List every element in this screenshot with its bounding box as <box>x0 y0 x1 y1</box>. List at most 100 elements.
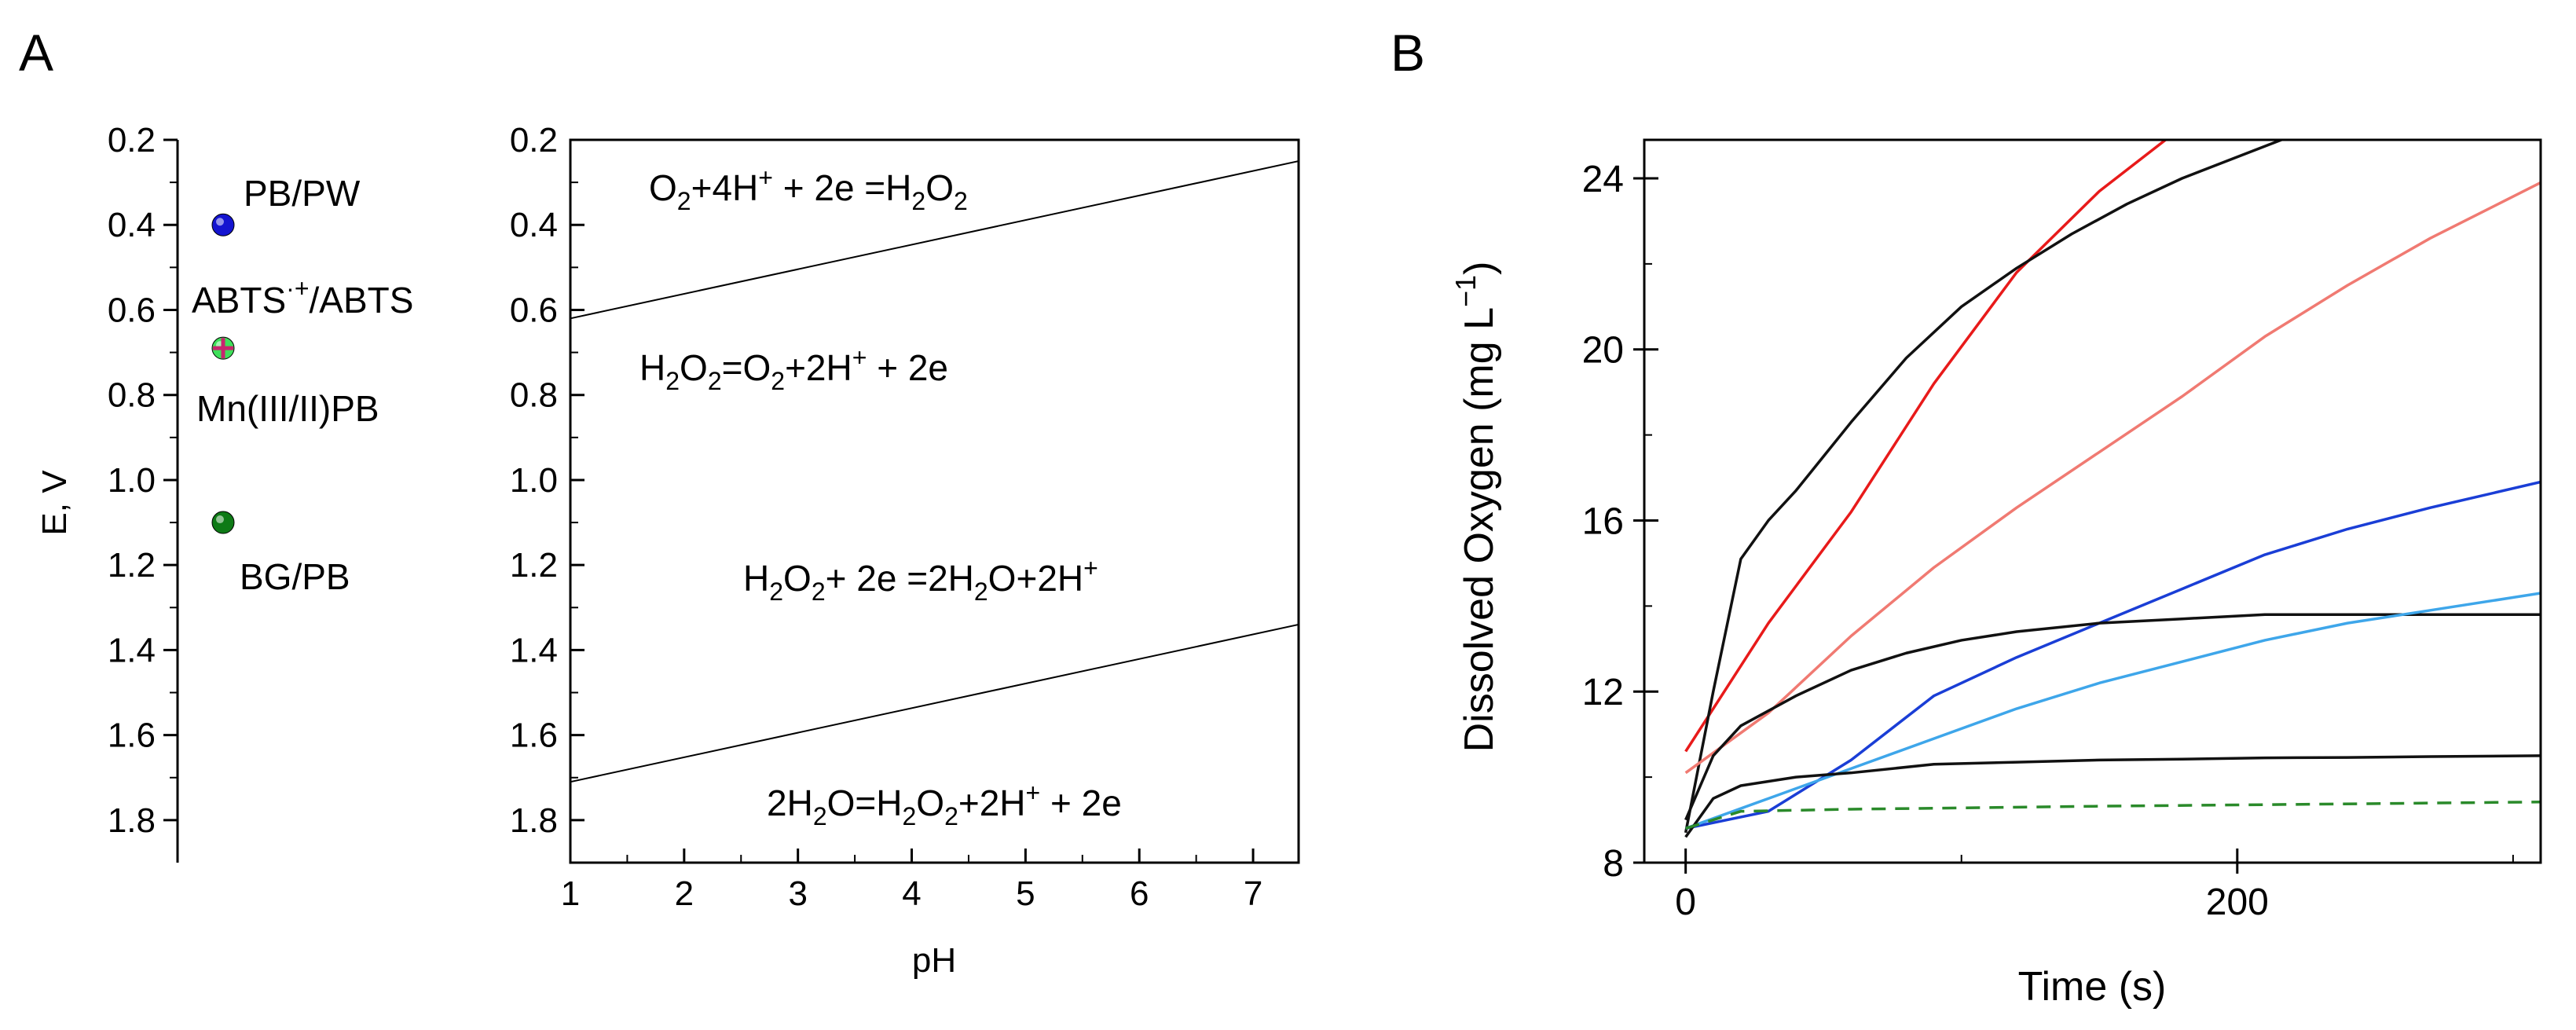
reaction-r3: H2O2+ 2e =2H2O+2H+ <box>743 554 1098 606</box>
abts-sup: ·+ <box>286 274 309 302</box>
formula-part: + <box>758 163 773 192</box>
y-tick-label: 1.6 <box>510 717 558 755</box>
oxygen-series <box>1684 140 2541 838</box>
y-tick-label: 0.2 <box>510 121 558 159</box>
reaction-r2: H2O2=O2+2H+ + 2e <box>639 343 948 395</box>
y-tick-label: 0.4 <box>510 206 558 244</box>
series-black-low <box>1684 754 2541 838</box>
formula-part: 2 <box>974 577 988 606</box>
x-tick-label: 7 <box>1244 874 1262 913</box>
series-light-blue <box>1685 592 2541 830</box>
x-tick-label: 3 <box>788 874 807 913</box>
y-tick-label: 1.0 <box>510 461 558 500</box>
b-y-tick-label: 16 <box>1582 500 1624 542</box>
x-axis-label-time: Time (s) <box>2018 964 2167 1010</box>
y-tick-label: 0.6 <box>510 291 558 329</box>
left-tick-label: 0.6 <box>108 291 156 329</box>
ylabel-main: Dissolved Oxygen (mg L <box>1457 307 1502 752</box>
formula-part: 2 <box>771 367 785 395</box>
series-group <box>1684 140 2541 838</box>
formula-part: O <box>680 347 708 388</box>
formula-part: + <box>852 343 867 372</box>
abts-tail: /ABTS <box>310 280 414 321</box>
x-tick-label: 5 <box>1016 874 1035 913</box>
formula-part: H <box>639 347 665 388</box>
y-tick-label: 1.4 <box>510 631 558 669</box>
point-label-pb-pw: PB/PW <box>244 173 361 214</box>
panel-label-a: A <box>19 24 53 82</box>
panel-b-ticks: 0 200 8 12 16 20 24 <box>1582 159 2514 923</box>
formula-part: 2 <box>911 187 925 215</box>
left-tick-label: 1.2 <box>108 546 156 585</box>
formula-part: + 2e <box>867 347 948 388</box>
x-axis-label-ph: pH <box>912 941 956 980</box>
x-tick-label: 6 <box>1130 874 1149 913</box>
panel-b-plot: 0 200 8 12 16 20 24 Time (s) Dissolved Oxygen … <box>1449 138 2542 1010</box>
formula-part: +2H <box>958 783 1026 823</box>
y-tick-label: 1.8 <box>510 801 558 840</box>
point-label-bg-pb: BG/PB <box>240 556 350 597</box>
ylabel-sup: −1 <box>1449 275 1482 307</box>
x-tick-label: 1 <box>561 874 580 913</box>
formula-part: O+2H <box>988 558 1083 599</box>
formula-part: + 2e <box>1040 783 1122 823</box>
formula-part: O <box>783 558 812 599</box>
formula-part: +4H <box>691 167 759 208</box>
formula-part: + <box>1026 779 1041 807</box>
formula-part: + <box>1083 554 1098 582</box>
formula-part: O <box>925 167 954 208</box>
point-label-abts: ABTS·+/ABTS <box>192 274 413 321</box>
marker-bg-pb <box>211 511 235 534</box>
formula-part: =O <box>722 347 771 388</box>
panel-label-b: B <box>1391 24 1425 82</box>
line-o2-h2o2 <box>570 160 1299 320</box>
formula-part: 2 <box>665 367 680 395</box>
series-salmon <box>1684 181 2541 775</box>
y-tick-label: 1.2 <box>510 546 558 585</box>
reaction-r4: 2H2O=H2O2+2H+ + 2e <box>767 779 1122 830</box>
abts-main: ABTS <box>192 280 286 321</box>
formula-part: +2H <box>785 347 852 388</box>
panel-a-ph-plot: 1 2 3 4 5 6 70.20.40.60.81.01.21.41.61.8 O2+4H… <box>510 121 1300 980</box>
left-tick-label: 1.6 <box>108 717 156 755</box>
formula-part: O=H <box>827 783 903 823</box>
b-y-tick-label: 24 <box>1582 159 1624 200</box>
y-axis-label-oxygen: Dissolved Oxygen (mg L−1) <box>1449 262 1502 753</box>
left-tick-label: 0.2 <box>108 121 156 159</box>
formula-part: 2 <box>954 187 968 215</box>
left-tick-label: 1.4 <box>108 631 156 669</box>
series-black-fast <box>1684 140 2285 834</box>
formula-part: + 2e =H <box>773 167 911 208</box>
marker-highlight <box>216 515 224 524</box>
b-y-tick-label: 20 <box>1582 330 1624 372</box>
series-red <box>1684 140 2168 753</box>
redox-points <box>211 213 235 534</box>
left-y-axis-label: E, V <box>35 470 74 536</box>
formula-part: 2 <box>708 367 722 395</box>
left-tick-label: 0.8 <box>108 376 156 415</box>
point-label-mn: Mn(III/II)PB <box>196 388 379 429</box>
formula-part: O <box>916 783 944 823</box>
b-y-tick-label: 12 <box>1582 672 1624 713</box>
left-y-ticks: 0.2 0.4 0.6 0.8 1.0 1.2 1.4 1.6 1.8 <box>108 121 178 840</box>
ylabel-tail: ) <box>1457 262 1502 275</box>
formula-part: 2 <box>944 802 958 830</box>
ph-plot-lines <box>570 160 1299 783</box>
plot-frame-a <box>569 138 1300 864</box>
reaction-r1: O2+4H+ + 2e =H2O2 <box>649 163 968 215</box>
b-x-tick-label: 0 <box>1675 882 1696 923</box>
formula-part: 2 <box>812 577 826 606</box>
x-tick-label: 4 <box>902 874 921 913</box>
series-black-mid <box>1684 613 2541 821</box>
marker-highlight <box>216 218 224 226</box>
b-y-tick-label: 8 <box>1603 843 1624 885</box>
formula-part: 2 <box>813 802 827 830</box>
marker-pb-pw <box>211 213 235 236</box>
panel-a-left-scale: 0.2 0.4 0.6 0.8 1.0 1.2 1.4 1.6 1.8 E, V PB/PW A… <box>35 121 413 863</box>
ph-axis-ticks: 1 2 3 4 5 6 7 0.2 0.4 0.6 0.8 1.0 1.2 1.4 1.6 1.8 <box>510 121 1262 913</box>
plot-frame-b <box>1643 138 2542 864</box>
formula-part: + 2e =2H <box>826 558 974 599</box>
left-tick-label: 1.8 <box>108 801 156 840</box>
formula-part: 2 <box>677 187 691 215</box>
formula-part: H <box>743 558 769 599</box>
